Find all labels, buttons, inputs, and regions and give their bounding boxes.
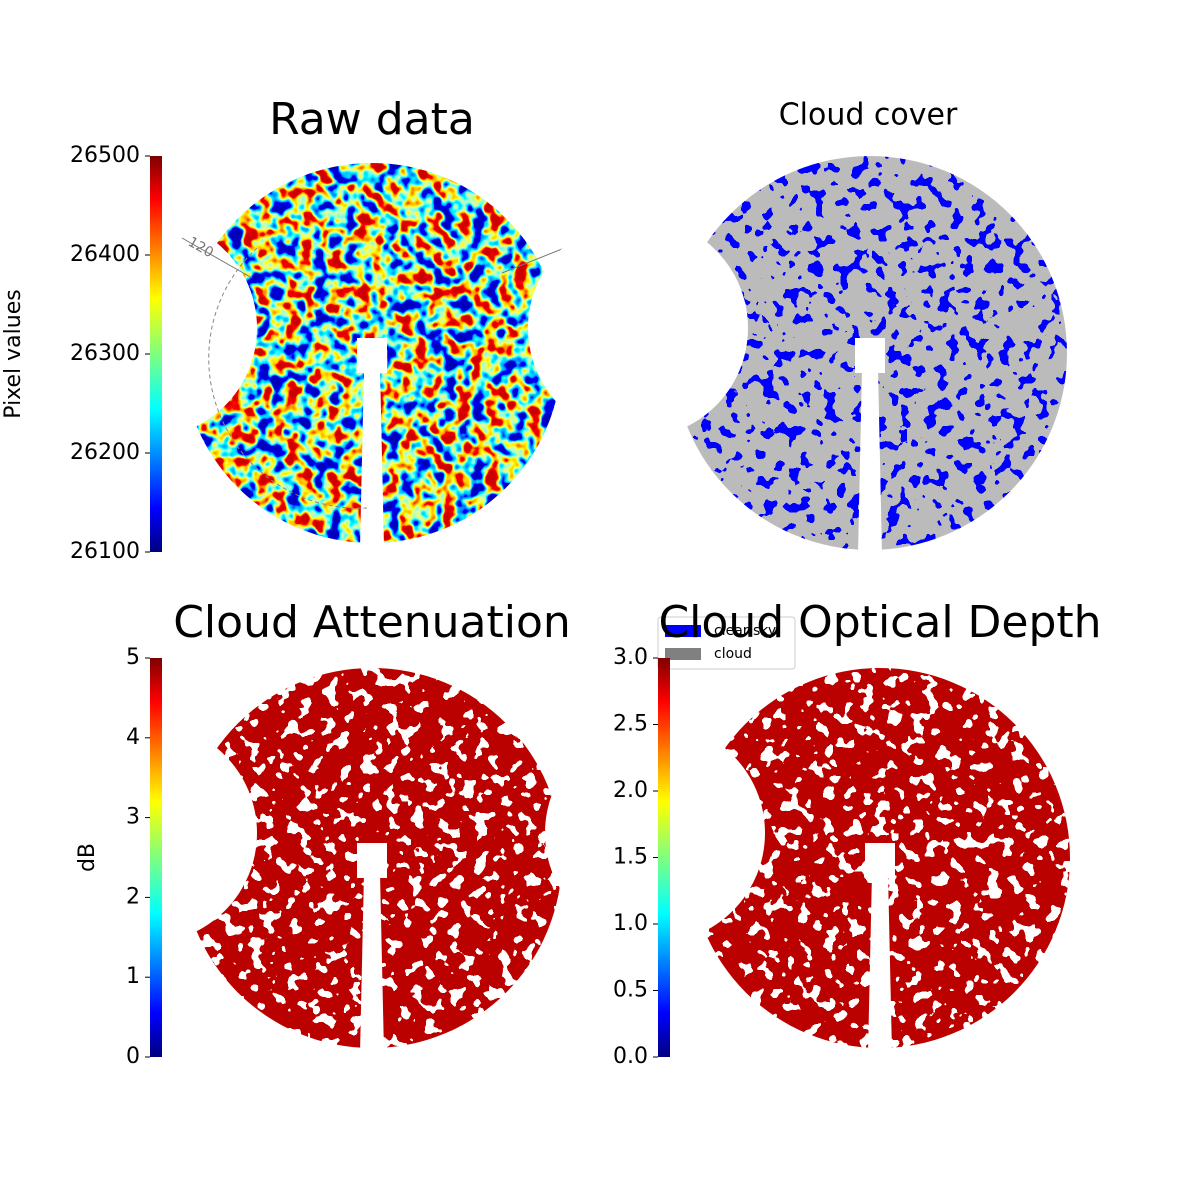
- horizon-mask: [680, 728, 720, 818]
- colorbar-tick-label: 2: [126, 884, 140, 909]
- notch: [545, 723, 765, 943]
- panel: Cloud Attenuation 0 1 2 3 4 5 dB: [37, 597, 571, 1069]
- legend: clear sky cloud: [657, 616, 796, 670]
- legend-label: clear sky: [714, 623, 776, 639]
- colorbar-label: Pixel values: [1, 289, 26, 418]
- colorbar-tick-label: 1.5: [613, 845, 648, 870]
- mast-shadow: [868, 873, 892, 1053]
- colorbar-tick-label: 26500: [70, 143, 140, 168]
- colorbar-tick-label: 2.5: [613, 712, 648, 737]
- horizon-mask: [172, 728, 212, 818]
- legend-swatch: [665, 625, 701, 637]
- colorbar-tick-label: 26300: [70, 341, 140, 366]
- panel: Cloud Optical Depth 0.0 0.5 1.0 1.5 2.0 2.5 3.0: [545, 597, 1102, 1069]
- colorbar-label: dB: [75, 843, 100, 872]
- mast-shadow: [360, 873, 384, 1053]
- colorbar-tick-label: 26400: [70, 242, 140, 267]
- colorbar: [150, 658, 162, 1057]
- colorbar: [150, 156, 162, 552]
- colorbar-tick-label: 5: [126, 645, 140, 670]
- mast-shadow: [858, 368, 882, 555]
- panel-title: Cloud cover: [779, 98, 958, 133]
- panel-title: Cloud Optical Depth: [658, 597, 1101, 648]
- notch: [528, 218, 748, 438]
- colorbar-tick-label: 1: [126, 964, 140, 989]
- mast: [357, 338, 387, 373]
- colorbar: [658, 658, 670, 1057]
- horizon-mask: [663, 223, 703, 313]
- polar-grid: [208, 247, 368, 509]
- panel: Raw data1202610026200263002640026500Pixe…: [1, 94, 573, 564]
- colorbar-tick-label: 0.5: [613, 978, 648, 1003]
- polar-grid: [181, 237, 573, 279]
- mast-shadow: [360, 368, 384, 548]
- colorbar-tick-label: 0.0: [613, 1044, 648, 1069]
- colorbar-tick-label: 2.0: [613, 778, 648, 803]
- horizon-mask: [172, 223, 212, 313]
- panel-title: Raw data: [269, 94, 475, 145]
- panel: Cloud cover: [528, 98, 1067, 555]
- colorbar-tick-label: 26200: [70, 440, 140, 465]
- colorbar-tick-label: 1.0: [613, 911, 648, 936]
- panel-title: Cloud Attenuation: [173, 597, 571, 648]
- mast: [357, 843, 387, 878]
- colorbar-tick-label: 26100: [70, 539, 140, 564]
- mast: [865, 843, 895, 878]
- colorbar-tick-label: 0: [126, 1044, 140, 1069]
- colorbar-tick-label: 3.0: [613, 645, 648, 670]
- colorbar-tick-label: 3: [126, 805, 140, 830]
- colorbar-tick-label: 4: [126, 725, 140, 750]
- legend-swatch: [665, 648, 701, 660]
- mast: [855, 338, 885, 373]
- notch: [37, 723, 257, 943]
- legend-label: cloud: [714, 646, 752, 662]
